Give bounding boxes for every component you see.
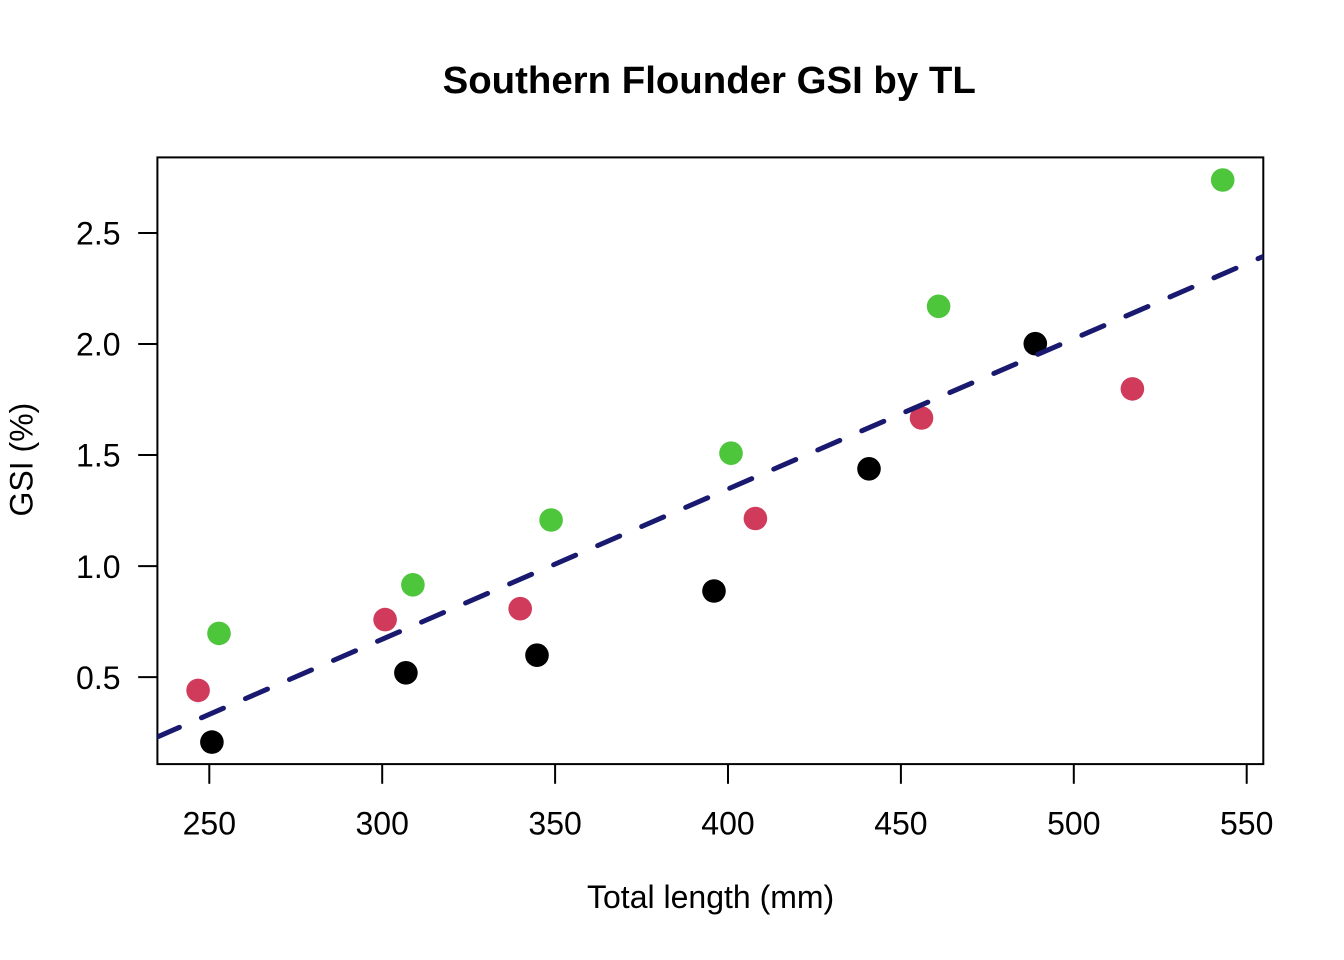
svg-text:250: 250	[183, 806, 236, 842]
svg-text:300: 300	[356, 806, 409, 842]
svg-text:0.5: 0.5	[76, 660, 120, 696]
svg-text:550: 550	[1220, 806, 1273, 842]
svg-text:2.5: 2.5	[76, 216, 120, 252]
svg-text:Southern Flounder GSI by TL: Southern Flounder GSI by TL	[443, 59, 976, 102]
svg-text:1.5: 1.5	[76, 438, 120, 474]
svg-text:450: 450	[874, 806, 927, 842]
svg-text:400: 400	[701, 806, 754, 842]
svg-text:2.0: 2.0	[76, 327, 120, 363]
svg-text:1.0: 1.0	[76, 549, 120, 585]
svg-text:GSI (%): GSI (%)	[3, 403, 39, 517]
svg-text:500: 500	[1047, 806, 1100, 842]
svg-text:Total length (mm): Total length (mm)	[587, 879, 834, 915]
svg-text:350: 350	[528, 806, 581, 842]
